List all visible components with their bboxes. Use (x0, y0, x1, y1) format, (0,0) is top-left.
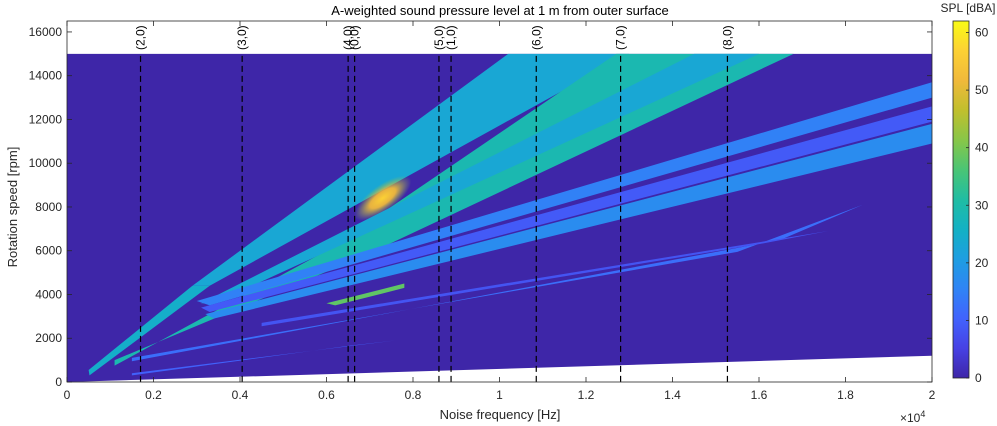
x-tick-label: 0.6 (318, 388, 335, 402)
y-tick-label: 8000 (35, 200, 62, 214)
colorbar-tick-label: 20 (975, 256, 989, 270)
colorbar-ticks: 0 10 20 30 40 50 60 (966, 26, 989, 385)
x-tick-label: 1.8 (837, 388, 854, 402)
spl-band-2 (192, 53, 630, 286)
x-tick-label: 0.8 (405, 388, 422, 402)
spl-band-1 (88, 285, 210, 376)
x-axis-exponent: ×104 (900, 409, 925, 425)
chart-title: A-weighted sound pressure level at 1 m f… (331, 3, 668, 18)
x-tick-label: 0.4 (232, 388, 249, 402)
y-tick-label: 10000 (29, 156, 63, 170)
colorbar-label: SPL [dBA] (941, 1, 996, 15)
colorbar-tick-label: 50 (975, 83, 989, 97)
colorbar-tick-label: 0 (975, 371, 982, 385)
spl-bands (67, 53, 932, 382)
x-tick-label: 1 (496, 388, 503, 402)
y-tick-label: 0 (55, 375, 62, 389)
x-tick-label: 1.4 (664, 388, 681, 402)
spl-hotspot (354, 175, 412, 221)
colorbar-tick-label: 60 (975, 26, 989, 40)
y-axis-label: Rotation speed [rpm] (5, 147, 20, 268)
spl-band-6 (201, 106, 932, 312)
spl-band-4 (201, 53, 759, 304)
x-tick-label: 0 (64, 388, 71, 402)
spl-band-5 (196, 82, 932, 306)
x-axis-label: Noise frequency [Hz] (440, 407, 561, 422)
mode-lines: (2,0) (3,0) (4,0)(0,0) (5,0)(1,0) (6,0) (7,0)… (134, 25, 734, 382)
mode-label-6: (1,0) (444, 25, 458, 50)
x-tick-label: 1.6 (751, 388, 768, 402)
spl-band-8 (326, 283, 405, 306)
mode-label-4: (0,0) (348, 25, 362, 50)
y-tick-label: 6000 (35, 244, 62, 258)
colorbar-gradient (952, 20, 970, 379)
x-tick-label: 2 (929, 388, 936, 402)
colorbar-tick-label: 10 (975, 313, 989, 327)
colorbar-tick-label: 40 (975, 141, 989, 155)
y-axis-ticks: 0 2000 4000 6000 8000 10000 12000 14000 16000 (29, 25, 932, 389)
mode-label-2: (3,0) (235, 25, 249, 50)
x-axis-ticks: 0 0.2 0.4 0.6 0.8 1 1.2 1.4 1.6 1.8 2 (64, 21, 936, 402)
spl-band-10 (261, 231, 829, 327)
colorbar-tick-label: 30 (975, 198, 989, 212)
x-tick-label: 1.2 (578, 388, 595, 402)
mode-label-9: (8,0) (720, 25, 734, 50)
mode-label-1: (2,0) (134, 25, 148, 50)
mode-label-5: (5,0) (432, 25, 446, 50)
y-tick-label: 12000 (29, 112, 63, 126)
y-tick-label: 4000 (35, 287, 62, 301)
colorbar: SPL [dBA] 0 10 20 30 40 50 60 (941, 1, 996, 385)
mode-label-7: (6,0) (529, 25, 543, 50)
spl-band-7 (205, 123, 932, 319)
mode-label-3: (4,0) (341, 25, 355, 50)
y-tick-label: 2000 (35, 331, 62, 345)
spl-band-9 (131, 204, 863, 362)
y-tick-label: 16000 (29, 25, 63, 39)
x-tick-label: 0.2 (145, 388, 162, 402)
y-tick-label: 14000 (29, 69, 63, 83)
mode-label-8: (7,0) (614, 25, 628, 50)
